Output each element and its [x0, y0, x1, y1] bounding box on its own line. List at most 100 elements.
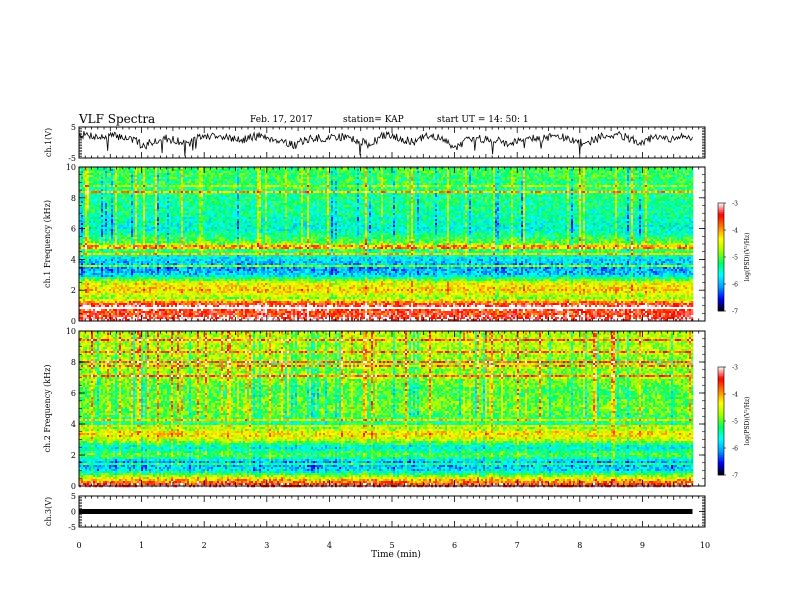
spectrogram-cell — [645, 169, 647, 171]
spectrogram-cell — [575, 173, 577, 175]
spectrogram-cell — [187, 169, 189, 171]
spectrogram-cell — [147, 171, 149, 173]
spectrogram-cell — [453, 179, 455, 181]
spectrogram-cell — [287, 183, 289, 185]
spectrogram-cell — [579, 173, 581, 175]
spectrogram-cell — [211, 169, 213, 171]
spectrogram-cell — [669, 181, 671, 183]
spectrogram-cell — [409, 171, 411, 173]
spectrogram-cell — [237, 181, 239, 183]
spectrogram-cell — [397, 171, 399, 173]
spectrogram-cell — [483, 183, 485, 185]
spectrogram-cell — [607, 171, 609, 173]
spectrogram-cell — [95, 183, 97, 185]
spectrogram-cell — [85, 173, 87, 175]
spectrogram-cell — [591, 175, 593, 177]
spectrogram-cell — [345, 173, 347, 175]
spectrogram-cell — [201, 175, 203, 177]
spectrogram-cell — [97, 179, 99, 181]
spectrogram-cell — [243, 175, 245, 177]
spectrogram-cell — [499, 169, 501, 171]
spectrogram-cell — [295, 171, 297, 173]
spectrogram-cell — [551, 181, 553, 183]
spectrogram-cell — [685, 181, 687, 183]
spectrogram-cell — [111, 169, 113, 171]
spectrogram-cell — [139, 171, 141, 173]
spectrogram-cell — [311, 171, 313, 173]
spectrogram-cell — [631, 177, 633, 179]
spectrogram-cell — [299, 183, 301, 185]
spectrogram-cell — [587, 171, 589, 173]
spectrogram-cell — [375, 183, 377, 185]
spectrogram-cell — [121, 175, 123, 177]
spectrogram-cell — [469, 173, 471, 175]
spectrogram-cell — [197, 181, 199, 183]
spectrogram-cell — [293, 179, 295, 181]
spectrogram-cell — [281, 177, 283, 179]
spectrogram-cell — [433, 177, 435, 179]
spectrogram-cell — [517, 181, 519, 183]
spectrogram-cell — [349, 169, 351, 171]
spectrogram-cell — [673, 171, 675, 173]
spectrogram-cell — [317, 179, 319, 181]
spectrogram-cell — [269, 185, 271, 187]
spectrogram-cell — [289, 183, 291, 185]
spectrogram-cell — [127, 181, 129, 183]
spectrogram-cell — [117, 185, 119, 187]
spectrogram-cell — [627, 179, 629, 181]
spectrogram-cell — [667, 179, 669, 181]
spectrogram-cell — [607, 173, 609, 175]
spectrogram-cell — [667, 173, 669, 175]
spectrogram-cell — [443, 173, 445, 175]
spectrogram-cell — [169, 175, 171, 177]
spectrogram-cell — [101, 169, 103, 171]
spectrogram-cell — [285, 177, 287, 179]
spectrogram-cell — [649, 169, 651, 171]
spectrogram-cell — [417, 183, 419, 185]
spectrogram-cell — [117, 175, 119, 177]
spectrogram-cell — [383, 173, 385, 175]
spectrogram-cell — [469, 175, 471, 177]
spectrogram-cell — [489, 179, 491, 181]
spectrogram-cell — [167, 177, 169, 179]
spectrogram-cell — [379, 183, 381, 185]
spectrogram-cell — [303, 181, 305, 183]
spectrogram-cell — [153, 177, 155, 179]
spectrogram-cell — [521, 179, 523, 181]
spectrogram-cell — [185, 181, 187, 183]
spectrogram-cell — [337, 169, 339, 171]
spectrogram-cell — [175, 181, 177, 183]
spectrogram-cell — [337, 171, 339, 173]
spectrogram-cell — [295, 173, 297, 175]
spectrogram-cell — [601, 177, 603, 179]
spectrogram-cell — [449, 173, 451, 175]
spectrogram-cell — [429, 179, 431, 181]
spectrogram-cell — [393, 173, 395, 175]
spectrogram-cell — [449, 175, 451, 177]
spectrogram-cell — [149, 171, 151, 173]
spectrogram-cell — [437, 173, 439, 175]
spectrogram-cell — [311, 179, 313, 181]
spectrogram-cell — [499, 181, 501, 183]
spectrogram-cell — [173, 177, 175, 179]
spectrogram-cell — [83, 181, 85, 183]
spectrogram-cell — [281, 169, 283, 171]
spectrogram-cell — [617, 183, 619, 185]
spectrogram-cell — [251, 179, 253, 181]
spectrogram-cell — [165, 173, 167, 175]
spectrogram-cell — [637, 183, 639, 185]
spectrogram-cell — [185, 185, 187, 187]
spectrogram-cell — [647, 177, 649, 179]
spectrogram-cell — [235, 171, 237, 173]
spectrogram-cell — [279, 179, 281, 181]
spectrogram-cell — [633, 169, 635, 171]
spectrogram-cell — [383, 183, 385, 185]
spectrogram-cell — [665, 179, 667, 181]
spectrogram-cell — [155, 171, 157, 173]
spectrogram-cell — [371, 175, 373, 177]
spectrogram-cell — [363, 175, 365, 177]
spectrogram-cell — [365, 183, 367, 185]
spectrogram-cell — [583, 183, 585, 185]
spectrogram-cell — [423, 173, 425, 175]
spectrogram-cell — [271, 181, 273, 183]
